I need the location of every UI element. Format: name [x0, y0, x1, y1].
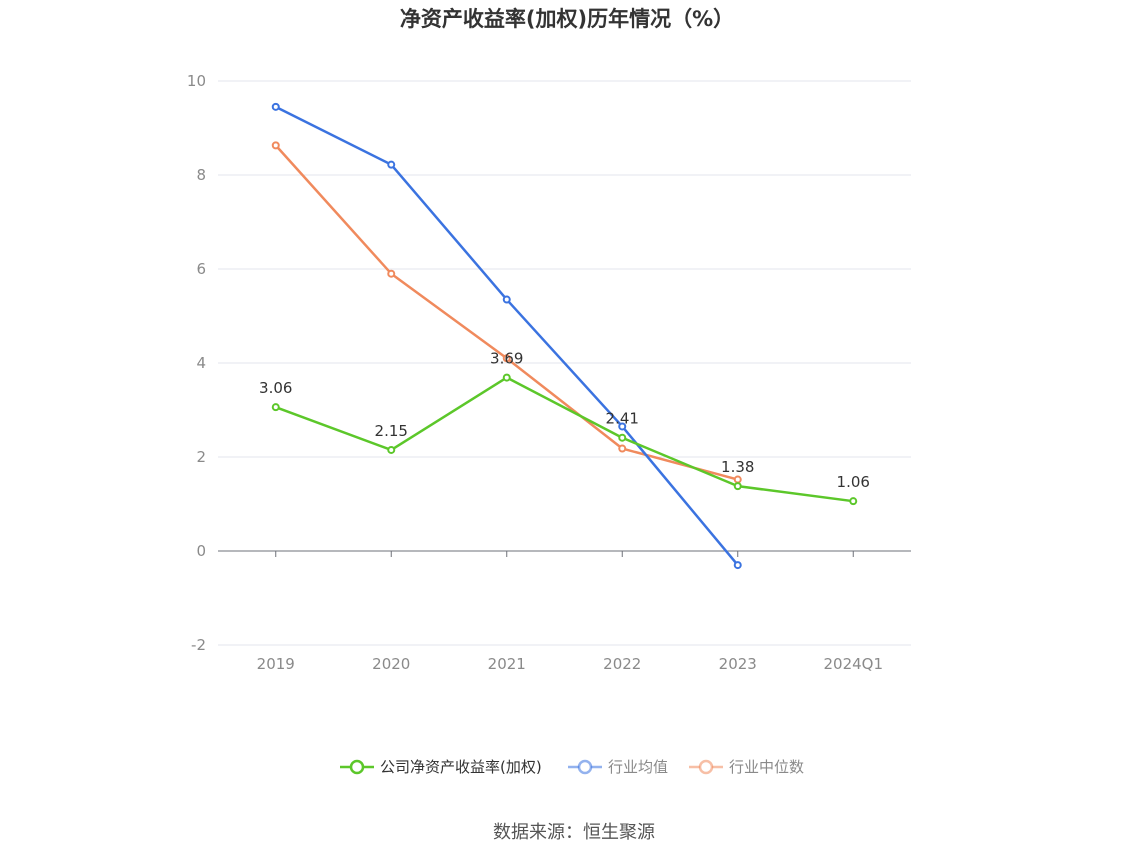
data-point[interactable]	[387, 445, 396, 454]
y-tick-label: -2	[191, 636, 206, 654]
x-tick-label: 2024Q1	[823, 655, 883, 673]
data-label: 2.41	[606, 410, 639, 428]
y-tick-label: 2	[196, 448, 206, 466]
data-point[interactable]	[733, 475, 742, 484]
data-point[interactable]	[618, 433, 627, 442]
data-point[interactable]	[502, 373, 511, 382]
data-point[interactable]	[387, 160, 396, 169]
data-label: 1.38	[721, 458, 754, 476]
data-labels: 3.06 2.15 3.69 2.41 1.38 1.06	[259, 350, 870, 492]
series-group	[271, 102, 858, 570]
legend-item-0[interactable]: 公司净资产收益率(加权)	[340, 758, 542, 776]
data-point[interactable]	[733, 482, 742, 491]
y-tick-label: 10	[187, 72, 206, 90]
data-point[interactable]	[733, 561, 742, 570]
data-point[interactable]	[387, 269, 396, 278]
legend-label: 行业中位数	[729, 758, 804, 776]
data-point[interactable]	[271, 102, 280, 111]
data-point[interactable]	[618, 444, 627, 453]
source-note: 数据来源：恒生聚源	[493, 822, 655, 843]
series-line-1	[275, 105, 739, 566]
y-tick-label: 6	[196, 260, 206, 278]
x-tick-label: 2020	[372, 655, 410, 673]
data-label: 2.15	[375, 422, 408, 440]
y-tick-label: 8	[196, 166, 206, 184]
legend-marker	[577, 759, 593, 775]
legend-marker	[698, 759, 714, 775]
data-point[interactable]	[271, 141, 280, 150]
x-tick-label: 2019	[257, 655, 295, 673]
legend-label: 行业均值	[608, 758, 668, 776]
y-tick-label: 0	[196, 542, 206, 560]
legend-item-2[interactable]: 行业中位数	[689, 758, 804, 776]
data-point[interactable]	[502, 295, 511, 304]
legend-item-1[interactable]: 行业均值	[568, 758, 668, 776]
x-tick-label: 2021	[488, 655, 526, 673]
legend-marker	[349, 759, 365, 775]
data-label: 1.06	[837, 473, 870, 491]
data-point[interactable]	[849, 497, 858, 506]
data-label: 3.69	[490, 350, 523, 368]
legend-label: 公司净资产收益率(加权)	[380, 758, 542, 776]
x-tick-label: 2022	[603, 655, 641, 673]
legend[interactable]: 公司净资产收益率(加权) 行业均值 行业中位数	[340, 758, 804, 776]
x-tick-label: 2023	[719, 655, 757, 673]
data-point[interactable]	[618, 422, 627, 431]
series-line-0	[275, 376, 854, 503]
axes: -2 0 2 4 6 8 10 2019 2020 2021 2022 2023 2024Q1	[187, 72, 911, 673]
data-label: 3.06	[259, 379, 292, 397]
y-tick-label: 4	[196, 354, 206, 372]
data-point[interactable]	[271, 403, 280, 412]
chart-title: 净资产收益率(加权)历年情况（%）	[400, 7, 734, 31]
series-line-2	[274, 144, 739, 481]
data-point[interactable]	[502, 354, 511, 363]
